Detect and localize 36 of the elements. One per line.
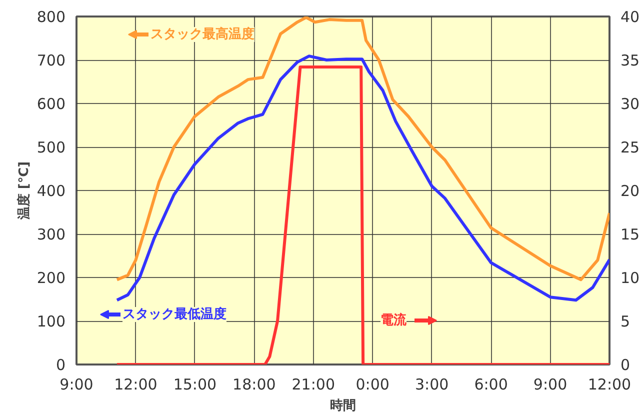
legend-label: スタック最高温度 <box>150 26 254 42</box>
y2-tick-label: 40 <box>620 8 640 26</box>
y2-tick-label: 20 <box>620 182 640 200</box>
x-tick-label: 21:00 <box>292 376 336 394</box>
y2-tick-label: 0 <box>620 356 630 374</box>
x-tick-label: 6:00 <box>474 376 508 394</box>
series-label: 電流 <box>380 312 408 328</box>
y-tick-label: 100 <box>36 312 66 330</box>
y-tick-label: 700 <box>36 52 66 70</box>
legend-label: スタック最低温度 <box>122 306 226 322</box>
y2-tick-label: 30 <box>620 95 640 113</box>
y-tick-label: 200 <box>36 269 66 287</box>
y2-tick-label: 35 <box>620 52 640 70</box>
y-tick-label: 600 <box>36 95 66 113</box>
y-tick-label: 500 <box>36 138 66 156</box>
x-tick-label: 15:00 <box>173 376 217 394</box>
x-tick-label: 0:00 <box>356 376 390 394</box>
y-tick-label: 400 <box>36 182 66 200</box>
y2-tick-label: 10 <box>620 269 640 287</box>
y-tick-label: 0 <box>56 356 66 374</box>
x-tick-label: 12:00 <box>588 376 632 394</box>
y-axis-title: 温度 [℃] <box>16 161 32 221</box>
x-tick-label: 12:00 <box>114 376 158 394</box>
y2-tick-label: 5 <box>620 312 630 330</box>
x-tick-label: 9:00 <box>60 376 94 394</box>
y2-tick-label: 25 <box>620 138 640 156</box>
line-series <box>115 54 610 302</box>
y2-tick-label: 15 <box>620 226 640 244</box>
x-tick-label: 9:00 <box>533 376 568 394</box>
x-tick-label: 18:00 <box>232 376 276 394</box>
y-tick-label: 300 <box>36 226 66 244</box>
x-tick-label: 3:00 <box>414 376 449 394</box>
y-tick-label: 800 <box>36 8 66 26</box>
line-series <box>115 16 610 282</box>
line-series <box>115 65 610 364</box>
x-axis-title: 時間 <box>330 398 356 414</box>
